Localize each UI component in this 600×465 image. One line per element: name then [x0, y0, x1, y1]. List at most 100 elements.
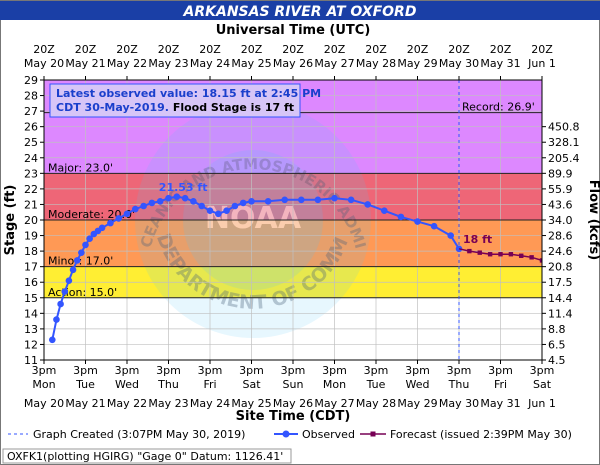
local-tick-time: 3pm: [198, 364, 223, 377]
stage-tick-label: 25: [24, 136, 38, 149]
local-tick-date: May 24: [190, 397, 230, 410]
flow-tick-label: 89.9: [548, 167, 573, 180]
observed-point: [347, 196, 355, 204]
bottom-axis-label: Site Time (CDT): [236, 409, 351, 424]
stage-tick-label: 21: [24, 198, 38, 211]
utc-tick-time: 20Z: [448, 43, 470, 56]
top-axis-label: Universal Time (UTC): [216, 23, 371, 38]
flow-tick-label: 28.6: [548, 230, 573, 243]
legend: Graph Created (3:07PM May 30, 2019) Obse…: [8, 428, 572, 441]
local-tick-time: 3pm: [156, 364, 181, 377]
local-tick-time: 3pm: [239, 364, 264, 377]
utc-tick-date: May 25: [231, 57, 271, 70]
stage-tick-label: 17: [24, 261, 38, 274]
stage-tick-label: 18: [24, 245, 38, 258]
flow-tick-label: 328.1: [548, 136, 580, 149]
observed-point: [140, 202, 147, 210]
latest-value-line2: CDT 30-May-2019. Flood Stage is 17 ft: [56, 101, 294, 114]
forecast-point: [467, 248, 472, 254]
observed-point: [73, 257, 81, 264]
utc-tick-time: 20Z: [490, 43, 512, 56]
observed-point: [156, 198, 164, 205]
observed-point: [98, 224, 106, 232]
flow-tick-label: 14.4: [548, 292, 573, 305]
legend-created-label: Graph Created (3:07PM May 30, 2019): [33, 428, 245, 441]
utc-tick-time: 20Z: [75, 43, 97, 56]
utc-tick-date: May 22: [107, 57, 147, 70]
utc-tick-time: 20Z: [241, 43, 263, 56]
observed-point: [455, 245, 463, 253]
y-axis-label: Stage (ft): [3, 185, 18, 256]
current-annotation: 18 ft: [463, 233, 492, 246]
observed-point: [181, 194, 189, 202]
local-tick-day: Wed: [406, 378, 430, 391]
local-tick-date: May 23: [148, 397, 188, 410]
utc-tick-time: 20Z: [365, 43, 387, 56]
observed-point: [314, 196, 322, 204]
observed-point: [190, 198, 197, 205]
utc-tick-time: 20Z: [531, 43, 553, 56]
utc-tick-date: May 26: [273, 57, 313, 70]
observed-point: [239, 199, 247, 207]
latest-value-box: [49, 83, 301, 118]
local-tick-time: 3pm: [32, 364, 57, 377]
utc-tick-time: 20Z: [282, 43, 304, 56]
observed-point: [223, 207, 230, 214]
forecast-point: [508, 252, 514, 257]
utc-tick-time: 20Z: [158, 43, 180, 56]
local-tick-time: 3pm: [488, 364, 513, 377]
local-tick-day: Fri: [203, 378, 216, 391]
stage-tick-label: 14: [24, 307, 38, 320]
forecast-point: [529, 255, 534, 260]
observed-point: [123, 210, 131, 218]
observed-point: [397, 213, 405, 221]
local-tick-date: Jun 1: [527, 397, 556, 410]
stage-tick-label: 11: [24, 354, 38, 367]
legend-observed-label: Observed: [302, 428, 355, 441]
local-tick-date: May 26: [273, 397, 313, 410]
stage-tick-label: 23: [24, 167, 38, 180]
local-tick-day: Sat: [242, 378, 261, 391]
observed-point: [82, 241, 89, 249]
legend-observed-marker: [282, 430, 290, 438]
flow-axis-ticks: 4.5 6.5 8.8 11.4 14.4 17.5 20.8 24.6 28.6 34.0 43.…: [542, 121, 580, 367]
observed-point: [165, 194, 172, 202]
flow-tick-label: 17.5: [548, 276, 573, 289]
observed-point: [215, 210, 222, 218]
gauge-footer: OXFK1(plotting HGIRG) "Gage 0" Datum: 11…: [7, 450, 283, 463]
data-annotations: 21.53 ft 18 ft: [159, 181, 492, 246]
local-tick-date: May 29: [397, 397, 437, 410]
observed-point: [86, 235, 93, 242]
local-tick-date: May 22: [107, 397, 147, 410]
observed-point: [206, 207, 214, 214]
moderate-threshold-label: Moderate: 20.0': [48, 208, 135, 221]
utc-tick-date: May 20: [24, 57, 64, 70]
flow-tick-label: 205.4: [548, 152, 580, 165]
flow-tick-label: 34.0: [548, 214, 573, 227]
observed-point: [65, 277, 73, 284]
observed-point: [381, 207, 388, 214]
forecast-point: [498, 252, 503, 257]
stage-tick-label: 27: [24, 105, 38, 118]
action-threshold-label: Action: 15.0': [48, 286, 117, 299]
local-tick-time: 3pm: [115, 364, 140, 377]
stage-tick-label: 13: [24, 323, 38, 336]
local-tick-day: Tue: [75, 378, 95, 391]
observed-point: [78, 249, 85, 256]
local-tick-day: Mon: [323, 378, 346, 391]
observed-point: [281, 196, 289, 204]
observed-point: [248, 198, 255, 205]
observed-point: [148, 199, 156, 207]
stage-tick-label: 24: [24, 152, 38, 165]
observed-point: [264, 198, 272, 205]
stage-tick-label: 19: [24, 230, 38, 243]
local-tick-time: 3pm: [281, 364, 306, 377]
flow-tick-label: 8.8: [548, 323, 566, 336]
flow-axis-label: Flow (kcfs): [586, 180, 600, 260]
observed-point: [69, 266, 77, 274]
forecast-points: [467, 248, 542, 263]
utc-tick-date: May 21: [65, 57, 105, 70]
flow-tick-label: 24.6: [548, 245, 573, 258]
utc-tick-date: May 24: [190, 57, 230, 70]
